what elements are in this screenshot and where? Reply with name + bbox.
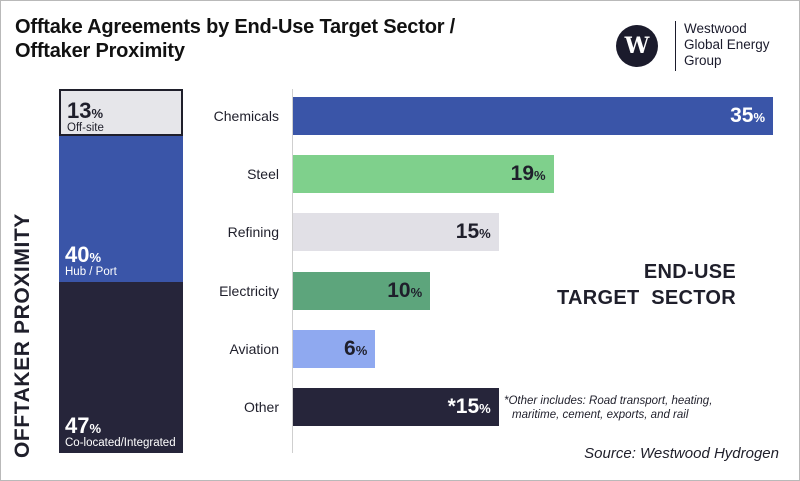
proximity-label-co-located-integrated: Co-located/Integrated xyxy=(65,436,176,449)
proximity-label-off-site: Off-site xyxy=(67,122,104,135)
percent-unit: % xyxy=(91,106,104,122)
bar-value-label-electricity: 10% xyxy=(387,278,423,302)
bar-aviation: 6% xyxy=(293,329,376,368)
percent-unit: % xyxy=(355,342,368,358)
logo-name-line-1: Westwood xyxy=(684,21,747,36)
chart-title-line-1: Offtake Agreements by End-Use Target Sec… xyxy=(15,16,456,38)
bar-value-label-chemicals: 35% xyxy=(730,104,765,127)
category-label-other: Other xyxy=(243,399,279,415)
proximity-value-co-located-integrated: 47% xyxy=(65,412,102,438)
end-use-target-sector-title: END-USE TARGET SECTOR xyxy=(556,259,736,311)
end-use-title-line-1: END-USE xyxy=(643,261,736,283)
chart-title-line-2: Offtaker Proximity xyxy=(15,40,185,62)
other-footnote-line-2: maritime, cement, exports, and rail xyxy=(512,409,689,421)
category-label-refining: Refining xyxy=(227,224,279,241)
percent-unit: % xyxy=(89,249,102,265)
bar-value-label-steel: 19% xyxy=(510,162,546,186)
bar-value-label-other: *15% xyxy=(447,395,491,418)
logo-divider xyxy=(675,21,676,71)
category-label-electricity: Electricity xyxy=(219,282,279,299)
bar-value-label-aviation: 6% xyxy=(344,336,368,360)
percent-unit: % xyxy=(410,284,423,300)
percent-unit: % xyxy=(753,110,765,125)
proximity-value-hub-port: 40% xyxy=(65,241,102,267)
westwood-logo: W Westwood Global Energy Group xyxy=(616,21,791,71)
chart-title: Offtake Agreements by End-Use Target Sec… xyxy=(15,15,475,63)
bar-value-label-refining: 15% xyxy=(455,220,491,244)
logo-wordmark: Westwood Global Energy Group xyxy=(684,21,770,69)
bar-other: *15% xyxy=(293,388,499,426)
bar-refining: 15% xyxy=(293,213,499,252)
logo-name-line-3: Group xyxy=(684,53,722,68)
category-axis-line xyxy=(292,89,293,453)
end-use-title-line-2: TARGET SECTOR xyxy=(556,287,736,309)
percent-unit: % xyxy=(89,420,102,436)
category-label-aviation: Aviation xyxy=(229,340,279,357)
other-footnote: *Other includes: Road transport, heating… xyxy=(504,394,794,422)
offtaker-proximity-title: OFFTAKER PROXIMITY xyxy=(11,213,34,458)
bar-electricity: 10% xyxy=(293,271,431,310)
bar-steel: 19% xyxy=(293,155,554,194)
proximity-segment-off-site: 13% Off-site xyxy=(59,89,183,137)
percent-unit: % xyxy=(534,168,546,184)
category-label-steel: Steel xyxy=(247,166,279,183)
percent-unit: % xyxy=(479,401,491,416)
proximity-segment-co-located-integrated: 47% Co-located/Integrated xyxy=(59,281,183,453)
offtaker-proximity-stacked-bar: 13% Off-site 40% Hub / Port 47% Co-located/In… xyxy=(59,89,183,453)
category-label-chemicals: Chemicals xyxy=(213,108,279,124)
proximity-value-off-site: 13% xyxy=(67,98,104,124)
westwood-logo-icon: W xyxy=(616,25,658,67)
proximity-segment-hub-port: 40% Hub / Port xyxy=(59,136,183,282)
bar-chemicals: 35% xyxy=(293,97,773,135)
other-footnote-line-1: *Other includes: Road transport, heating… xyxy=(504,395,713,407)
proximity-label-hub-port: Hub / Port xyxy=(65,265,117,278)
logo-name-line-2: Global Energy xyxy=(684,37,770,52)
percent-unit: % xyxy=(479,226,491,242)
source-credit: Source: Westwood Hydrogen xyxy=(584,445,779,462)
